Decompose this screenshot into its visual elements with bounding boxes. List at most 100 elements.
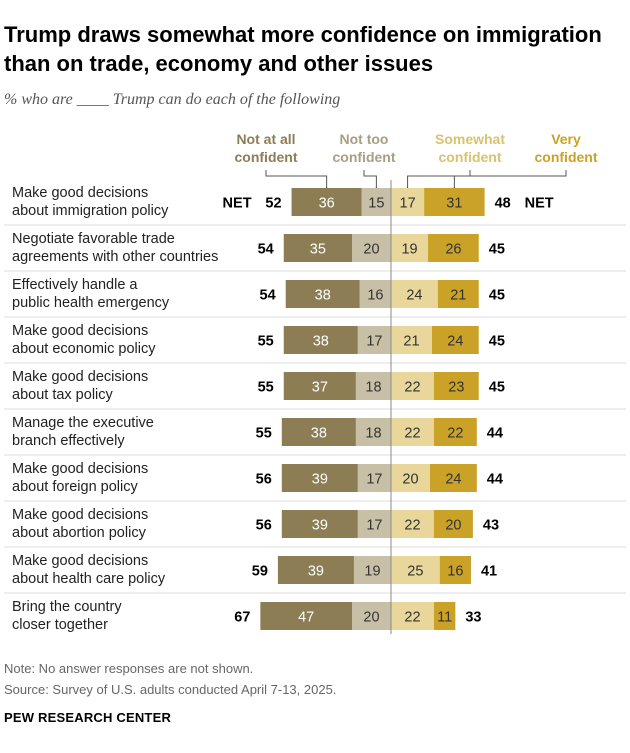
data-label: 38 (315, 288, 331, 304)
bar-segment-somewhat (391, 602, 434, 630)
leader-line-1 (363, 170, 377, 190)
category-label: about immigration policy (12, 203, 169, 219)
bar-segment-somewhat (391, 464, 430, 492)
bar-segment-not-at-all (281, 464, 358, 492)
net-confident-value: 45 (489, 242, 505, 258)
data-label: 23 (448, 380, 464, 396)
data-label: 38 (311, 426, 327, 442)
data-label: 20 (363, 242, 379, 258)
bar-segment-somewhat (391, 280, 438, 308)
data-label: 21 (403, 334, 419, 350)
net-confident-value: 45 (489, 288, 505, 304)
category-label: Make good decisions (12, 323, 148, 339)
net-not-confident-value: 54 (258, 242, 274, 258)
bar-segment-very (433, 602, 456, 630)
category-label: Make good decisions (12, 507, 148, 523)
legend-header-1-line-0: Not too (340, 131, 389, 147)
data-label: 19 (364, 564, 380, 580)
net-confident-value: 45 (489, 380, 505, 396)
bar-segment-not-too (352, 602, 391, 630)
data-label: 21 (450, 288, 466, 304)
net-not-confident-value: 52 (265, 196, 281, 212)
data-label: 22 (404, 380, 420, 396)
bar-segment-somewhat (391, 372, 434, 400)
bar-segment-very (428, 234, 479, 262)
bar-segment-not-at-all (260, 602, 352, 630)
bar-segment-not-too (357, 510, 391, 538)
bar-segment-not-too (357, 464, 391, 492)
bar-segment-somewhat (391, 510, 434, 538)
data-label: 22 (404, 426, 420, 442)
bar-segment-not-at-all (283, 326, 358, 354)
category-label: agreements with other countries (12, 249, 218, 265)
legend-header-2-line-0: Somewhat (435, 131, 505, 147)
net-confident-value: 48 (495, 196, 511, 212)
bar-segment-very (424, 188, 485, 216)
category-label: public health emergency (12, 295, 170, 311)
net-not-confident-value: 59 (252, 564, 268, 580)
bar-segment-somewhat (391, 556, 440, 584)
legend-header-2-line-1: confident (439, 149, 502, 165)
bar-segment-not-at-all (281, 510, 358, 538)
data-label: 24 (406, 288, 422, 304)
bar-segment-somewhat (391, 188, 425, 216)
data-label: 16 (447, 564, 463, 580)
category-label: about abortion policy (12, 525, 147, 541)
category-label: Negotiate favorable trade (12, 231, 175, 247)
net-confident-value: 44 (487, 426, 503, 442)
net-confident-value: 33 (465, 610, 481, 626)
data-label: 39 (308, 564, 324, 580)
bar-segment-not-too (353, 556, 391, 584)
bar-segment-not-at-all (283, 234, 352, 262)
data-label: 17 (400, 196, 416, 212)
chart-source: Source: Survey of U.S. adults conducted … (4, 682, 337, 697)
leader-line-2 (407, 170, 471, 190)
bar-segment-very (433, 418, 477, 446)
net-not-confident-value: 54 (260, 288, 276, 304)
legend-header-1-line-1: confident (333, 149, 396, 165)
category-label: about foreign policy (12, 479, 138, 495)
data-label: 11 (437, 610, 452, 626)
net-not-confident-value: 55 (256, 426, 272, 442)
category-label: Effectively handle a (12, 277, 138, 293)
category-label: closer together (12, 617, 108, 633)
net-not-confident-value: 56 (256, 472, 272, 488)
net-not-confident-value: 55 (258, 334, 274, 350)
data-label: 20 (402, 472, 418, 488)
chart-note: Note: No answer responses are not shown. (4, 661, 254, 676)
bar-segment-very (430, 464, 477, 492)
net-label-right: NET (525, 196, 554, 212)
data-label: 17 (366, 472, 382, 488)
chart-subtitle: % who are ____ Trump can do each of the … (4, 91, 341, 108)
data-label: 39 (312, 472, 328, 488)
legend-header-0-line-1: confident (235, 149, 298, 165)
category-label: about health care policy (12, 571, 166, 587)
data-label: 37 (312, 380, 328, 396)
bar-segment-not-too (355, 418, 391, 446)
data-label: 22 (447, 426, 463, 442)
legend-header-3-line-0: Very (551, 131, 581, 147)
data-label: 19 (401, 242, 417, 258)
organization-logo-text: PEW RESEARCH CENTER (4, 710, 172, 725)
data-label: 24 (445, 472, 461, 488)
data-label: 39 (312, 518, 328, 534)
net-confident-value: 44 (487, 472, 503, 488)
data-label: 22 (404, 610, 420, 626)
net-not-confident-value: 56 (256, 518, 272, 534)
bar-segment-somewhat (391, 234, 429, 262)
data-label: 47 (298, 610, 314, 626)
data-label: 35 (310, 242, 326, 258)
bar-segment-not-at-all (283, 372, 356, 400)
data-label: 20 (363, 610, 379, 626)
data-label: 25 (407, 564, 423, 580)
data-label: 31 (446, 196, 462, 212)
category-label: Manage the executive (12, 415, 154, 431)
net-confident-value: 45 (489, 334, 505, 350)
bar-segment-very (437, 280, 479, 308)
data-label: 20 (445, 518, 461, 534)
category-label: about tax policy (12, 387, 114, 403)
bar-segment-not-at-all (285, 280, 360, 308)
bar-segment-not-too (352, 234, 391, 262)
data-label: 16 (367, 288, 383, 304)
